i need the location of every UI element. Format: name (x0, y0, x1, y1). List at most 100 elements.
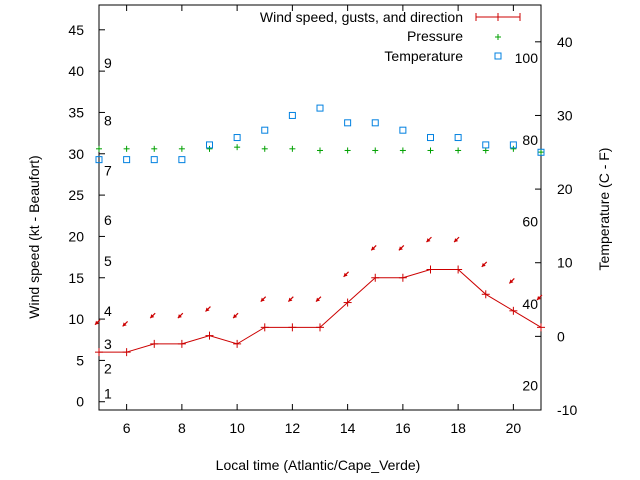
wind-direction-arrow (232, 312, 239, 319)
chart-marks (94, 104, 545, 357)
arrow-head (316, 297, 320, 302)
beaufort-label: 2 (104, 361, 112, 377)
legend-label-pressure: Pressure (407, 28, 463, 44)
temperature-point (150, 156, 158, 164)
y2-tick-label: 20 (557, 181, 573, 197)
arrow-head (288, 297, 293, 302)
temperature-point (288, 111, 296, 119)
arrow-head (509, 279, 514, 284)
x-tick-label: 8 (178, 420, 186, 436)
temperature-point (399, 126, 407, 134)
temperature-point (537, 148, 545, 156)
arrow-head (537, 295, 541, 300)
fahrenheit-label: 40 (522, 296, 538, 312)
beaufort-label: 4 (104, 303, 112, 319)
wind-direction-arrow (177, 312, 184, 319)
arrow-head (205, 307, 210, 312)
temperature-point (371, 119, 379, 127)
wind-direction-arrow (508, 278, 515, 284)
arrow-head (177, 314, 182, 319)
temperature-point (95, 156, 103, 164)
beaufort-label: 7 (104, 162, 112, 178)
y-tick-label: 15 (68, 270, 84, 286)
arrow-head (150, 314, 155, 319)
y-tick-label: 10 (68, 311, 84, 327)
wind-direction-arrow (370, 244, 377, 251)
wind-direction-arrow (260, 296, 267, 303)
fahrenheit-label: 20 (522, 378, 538, 394)
temperature-point (178, 156, 186, 164)
fahrenheit-label: 80 (522, 132, 538, 148)
beaufort-label: 8 (104, 113, 112, 129)
temperature-point (316, 104, 324, 112)
y-tick-label: 0 (76, 394, 84, 410)
axes: 6 8 10 12 14 16 18 20051015202530354045-1001020… (68, 4, 577, 436)
wind-speed-line (99, 268, 542, 353)
wind-direction-arrow (94, 319, 101, 326)
beaufort-label: 1 (104, 385, 112, 401)
beaufort-label: 6 (104, 212, 112, 228)
x-tick-label: 6 (123, 420, 131, 436)
y2-tick-label: 0 (557, 328, 565, 344)
wind-direction-arrow (205, 306, 211, 312)
beaufort-label: 5 (104, 253, 112, 269)
legend-swatch-temperature (494, 52, 502, 60)
beaufort-label: 3 (104, 336, 112, 352)
y2-axis-label: Temperature (C - F) (596, 148, 612, 271)
arrow-head (260, 297, 265, 302)
y-tick-label: 5 (76, 352, 84, 368)
arrow-head (343, 272, 348, 277)
arrow-head (481, 262, 486, 267)
y2-tick-label: 40 (557, 34, 573, 50)
fahrenheit-label: 60 (522, 213, 538, 229)
temperature-point (261, 126, 269, 134)
y-tick-label: 35 (68, 104, 84, 120)
legend-label-wind: Wind speed, gusts, and direction (260, 9, 463, 25)
y-tick-label: 45 (68, 22, 84, 38)
arrow-head (398, 246, 403, 251)
temperature-point (206, 141, 213, 149)
y-tick-label: 40 (68, 63, 84, 79)
x-tick-label: 18 (450, 420, 466, 436)
legend-label-temperature: Temperature (384, 48, 463, 64)
plot-frame (98, 4, 542, 411)
arrow-head (122, 322, 127, 327)
temperature-point (344, 119, 352, 127)
y2-tick-label: 30 (557, 107, 573, 123)
wind-direction-arrow (536, 294, 543, 301)
temperature-point (482, 141, 490, 149)
wind-direction-arrow (398, 244, 405, 251)
temperature-point (123, 156, 131, 164)
arrow-head (371, 246, 376, 251)
temperature-point (509, 141, 517, 149)
x-axis-label: Local time (Atlantic/Cape_Verde) (216, 457, 421, 473)
wind-direction-arrow (481, 261, 488, 268)
temperature-point (427, 134, 434, 142)
y2-tick-label: -10 (557, 402, 577, 418)
wind-direction-arrow (287, 296, 294, 303)
wind-direction-arrow (149, 312, 156, 319)
temperature-point (233, 134, 241, 142)
x-tick-label: 10 (229, 420, 245, 436)
y2-tick-label: 10 (557, 255, 573, 271)
legend: Wind speed, gusts, and direction Pressure… (260, 9, 521, 64)
y-tick-label: 30 (68, 146, 84, 162)
arrow-head (95, 320, 99, 325)
wind-direction-arrow (122, 321, 128, 327)
wind-direction-arrow (343, 271, 349, 278)
wind-direction-arrow (453, 236, 460, 243)
arrow-head (454, 238, 459, 243)
temperature-point (454, 134, 462, 142)
beaufort-label: 9 (104, 55, 112, 71)
x-tick-label: 16 (395, 420, 411, 436)
x-tick-label: 20 (506, 420, 522, 436)
wind-direction-arrow (426, 236, 432, 243)
y-tick-label: 25 (68, 187, 84, 203)
wind-direction-arrow (315, 296, 322, 303)
x-tick-label: 12 (285, 420, 301, 436)
arrow-head (426, 238, 431, 243)
x-tick-label: 14 (340, 420, 356, 436)
y-axis-label: Wind speed (kt - Beaufort) (26, 155, 42, 318)
fahrenheit-label: 100 (515, 50, 539, 66)
